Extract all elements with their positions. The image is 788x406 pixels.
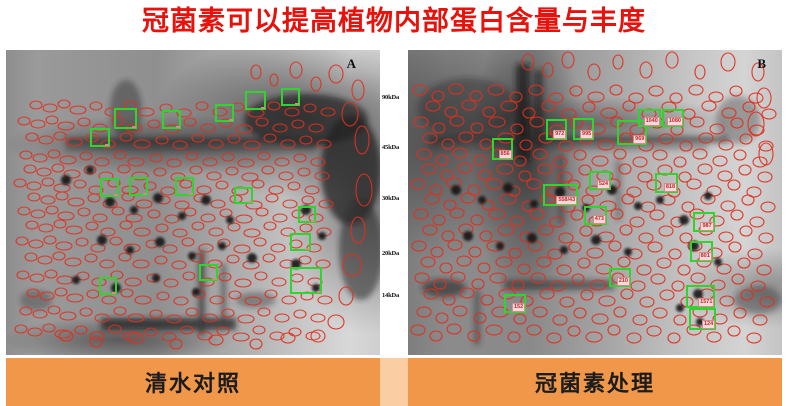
spot-label: 972	[553, 129, 567, 139]
mw-marker: 14kDa	[382, 292, 400, 300]
spot-box[interactable]	[129, 177, 149, 196]
spot-label: 524	[596, 180, 611, 190]
gel-spot-outlines-a	[13, 61, 380, 350]
spot-box[interactable]	[114, 107, 137, 129]
spot-label: 1080	[666, 117, 683, 127]
spot-box[interactable]	[175, 177, 194, 196]
spot-label	[112, 291, 117, 294]
spot-box[interactable]: 210	[609, 268, 631, 287]
spot-label	[260, 107, 265, 110]
spot-label: 152	[511, 302, 526, 312]
spot-box[interactable]: 818	[654, 172, 679, 194]
caption-gap	[380, 358, 408, 406]
mw-marker: 30kDa	[382, 194, 400, 202]
spot-label: 995	[580, 129, 594, 139]
spot-box[interactable]: 801	[690, 240, 713, 262]
spot-label: 124	[701, 319, 716, 329]
panel-letter-b: B	[757, 56, 766, 71]
spot-label: 856	[498, 150, 512, 160]
gel-image-panel-a[interactable]: A	[6, 50, 380, 355]
spot-label	[229, 118, 234, 121]
spot-label	[113, 194, 118, 196]
spot-label: 818	[663, 183, 678, 193]
spot-label: 969	[633, 135, 647, 145]
spot-box[interactable]	[298, 205, 317, 224]
mw-marker: 90kDa	[382, 94, 400, 102]
spot-label	[188, 192, 193, 195]
spot-box[interactable]	[215, 104, 235, 122]
spot-box[interactable]	[234, 186, 253, 205]
spot-box[interactable]: 969	[617, 119, 648, 146]
spot-box[interactable]	[245, 91, 266, 111]
spot-label	[305, 247, 310, 250]
spot-box[interactable]: 524	[589, 171, 612, 191]
spot-box[interactable]: 124	[689, 307, 717, 330]
spot-box[interactable]: 1571	[685, 284, 716, 308]
spot-label: 987	[700, 222, 714, 232]
spot-label: 473	[592, 215, 606, 225]
mw-marker: 45kDa	[382, 143, 400, 151]
spot-box[interactable]	[90, 127, 110, 147]
spot-box[interactable]	[290, 233, 311, 251]
spot-label	[212, 278, 217, 281]
spot-box[interactable]	[98, 277, 118, 295]
spot-box[interactable]	[162, 109, 182, 129]
spot-box[interactable]: 856	[492, 138, 513, 161]
spot-box[interactable]: 473	[583, 206, 607, 226]
spot-label	[294, 102, 299, 105]
spot-label	[131, 125, 136, 128]
spot-box[interactable]: 1040	[638, 108, 661, 128]
spot-label	[247, 201, 252, 204]
spot-label: 1571	[698, 297, 715, 307]
spot-label: 801	[698, 251, 712, 261]
spot-box[interactable]	[99, 178, 119, 197]
spot-label	[104, 143, 109, 146]
spot-label: 210	[616, 276, 630, 286]
spot-box[interactable]: 987	[692, 211, 715, 233]
spot-label	[176, 125, 181, 128]
spot-box[interactable]: 972	[545, 118, 568, 140]
gel-spot-outlines-b	[410, 51, 782, 345]
spot-label	[317, 290, 322, 293]
spot-box[interactable]	[280, 88, 300, 106]
molecular-weight-ladder: 90kDa 45kDa 30kDa 20kDa 14kDa	[380, 50, 408, 355]
caption-panel-b: 冠菌素处理	[408, 358, 782, 406]
spot-label	[143, 192, 148, 195]
spot-box[interactable]: 558/43	[542, 184, 579, 207]
mw-marker: 20kDa	[382, 249, 400, 257]
spot-box[interactable]	[290, 266, 323, 294]
gel-image-panel-b[interactable]: B 856 972 995 969 1040 1080 558/43 524 4…	[408, 50, 782, 355]
spot-label: 558/43	[556, 196, 578, 206]
spot-box[interactable]: 1080	[662, 108, 684, 128]
panel-letter-a: A	[346, 56, 356, 71]
caption-panel-a: 清水对照	[6, 358, 380, 406]
spot-box[interactable]: 152	[504, 294, 527, 313]
spot-box[interactable]	[198, 263, 218, 282]
spot-label: 1040	[643, 117, 660, 127]
spot-label	[311, 220, 316, 223]
page-title: 冠菌素可以提高植物内部蛋白含量与丰度	[142, 6, 646, 37]
spot-box[interactable]: 995	[572, 117, 595, 140]
